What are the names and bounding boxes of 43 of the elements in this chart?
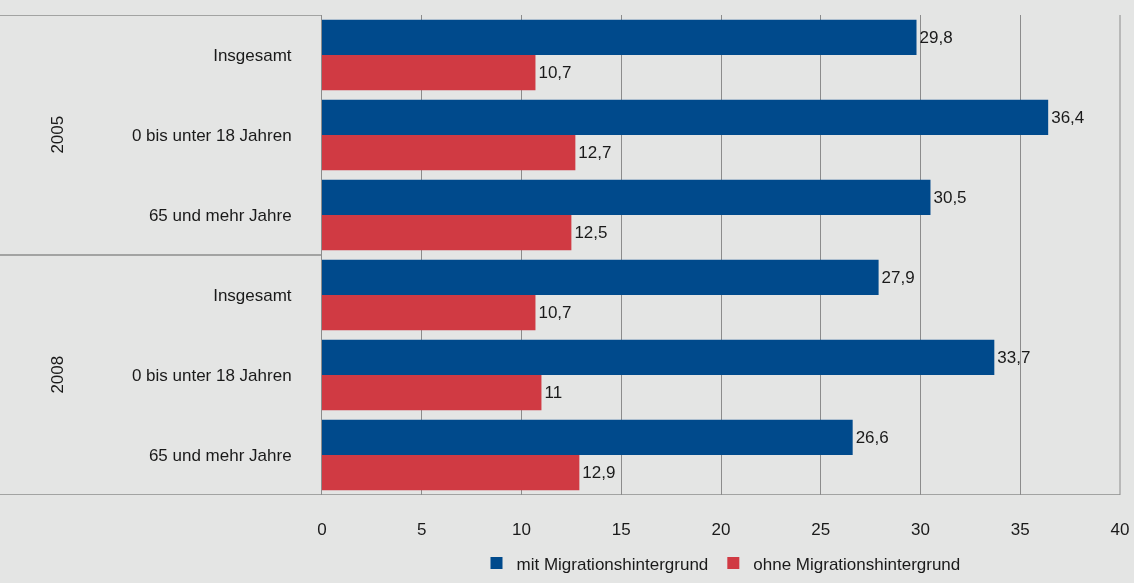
- text: 2008: [47, 355, 67, 394]
- y-tick-label: Insgesamt: [213, 285, 292, 305]
- bar: [322, 295, 536, 331]
- y-tick-label: 65 und mehr Jahre: [148, 445, 292, 465]
- y-tick-label: Insgesamt: [213, 45, 292, 65]
- legend-label: mit Migrationshintergrund: [516, 554, 709, 574]
- bar: [322, 259, 879, 295]
- y-tick-label: 0 bis unter 18 Jahren: [131, 125, 292, 145]
- bar: [322, 455, 580, 491]
- data-label: 26,6: [855, 427, 889, 447]
- x-tick-label: 35: [1010, 520, 1030, 539]
- x-tick-label: 10: [512, 520, 531, 539]
- data-label: 12,9: [582, 463, 616, 483]
- bar: [322, 375, 542, 411]
- bar: [322, 419, 853, 455]
- x-tick-label: 25: [811, 520, 831, 539]
- x-tick-label: 0: [317, 520, 327, 539]
- x-tick-label: 40: [1110, 520, 1130, 539]
- bar: [322, 19, 917, 55]
- data-label: 12,5: [574, 223, 608, 243]
- x-tick-label: 30: [911, 520, 930, 539]
- legend-label: ohne Migrationshintergrund: [753, 554, 961, 574]
- data-label: 30,5: [933, 187, 967, 207]
- data-label: 29,8: [919, 27, 953, 47]
- bar: [322, 99, 1049, 135]
- data-label: 36,4: [1051, 107, 1085, 127]
- bar: [322, 135, 576, 171]
- x-tick-label: 15: [611, 520, 631, 539]
- bar: [322, 339, 995, 375]
- x-tick-label: 5: [417, 520, 427, 539]
- bar: [322, 215, 572, 251]
- data-label: 12,7: [578, 143, 612, 163]
- x-tick-label: 20: [711, 520, 731, 539]
- data-label: 10,7: [538, 303, 572, 323]
- y-tick-label: 65 und mehr Jahre: [148, 205, 292, 225]
- data-label: 27,9: [881, 267, 915, 287]
- data-label: 11: [544, 383, 563, 403]
- bar: [322, 55, 536, 91]
- y-tick-label: 0 bis unter 18 Jahren: [131, 365, 292, 385]
- bar: [322, 179, 931, 215]
- data-label: 10,7: [538, 63, 572, 83]
- text: 2005: [47, 115, 67, 154]
- data-label: 33,7: [997, 347, 1031, 367]
